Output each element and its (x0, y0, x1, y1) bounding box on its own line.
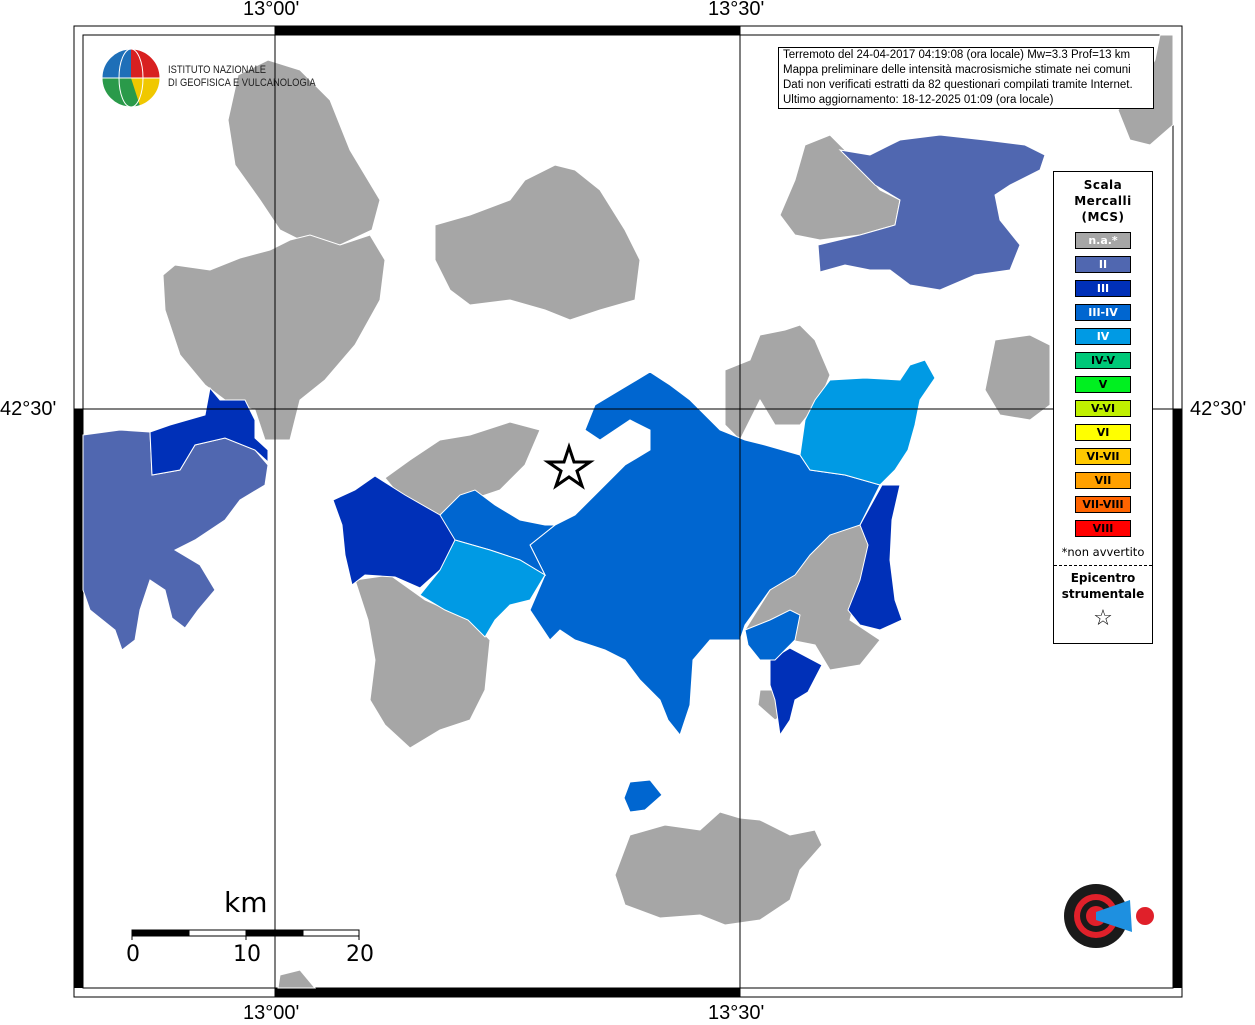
graticule-lines (74, 26, 1182, 997)
municipality-na (724, 324, 831, 441)
legend-title-3: (MCS) (1081, 210, 1125, 224)
municipality-III-IV (529, 371, 881, 737)
legend-swatch-viii: VIII (1075, 520, 1131, 537)
legend-star-icon: ☆ (1093, 606, 1113, 631)
legend-divider (1054, 565, 1152, 566)
info-description: Mappa preliminare delle intensità macros… (783, 64, 1131, 76)
scale-tick-0: 0 (126, 942, 140, 967)
municipality-na (434, 164, 641, 321)
scale-tick-10: 10 (233, 942, 261, 967)
scale-tick-20: 20 (346, 942, 374, 967)
info-event: Terremoto del 24-04-2017 04:19:08 (ora l… (783, 49, 1131, 61)
legend-epicenter: Epicentro strumentale (1054, 570, 1152, 602)
lon-label-top-1300: 13°00' (243, 0, 300, 20)
legend-swatch-na: n.a.* (1075, 232, 1131, 249)
lon-label-top-1330: 13°30' (708, 0, 765, 20)
municipality-na (162, 234, 386, 441)
municipality-III (769, 647, 823, 737)
municipality-na (354, 574, 491, 749)
municipality-III-IV (623, 779, 663, 813)
municipality-III (847, 484, 903, 631)
legend-title-2: Mercalli (1074, 194, 1132, 208)
legend-epicenter-2: strumentale (1061, 587, 1145, 601)
municipality-IV (799, 359, 936, 486)
legend-epicenter-1: Epicentro (1070, 571, 1136, 585)
legend-swatch-vivii: VI-VII (1075, 448, 1131, 465)
lon-label-bottom-1330: 13°30' (708, 1002, 765, 1024)
legend-note: *non avvertito (1061, 545, 1145, 559)
municipality-na (277, 969, 317, 989)
epicenter-star-icon (543, 442, 595, 490)
municipality-na (984, 334, 1051, 421)
legend: Scala Mercalli (MCS) n.a.* II III III-IV IV I… (1053, 171, 1153, 644)
ingv-line2: DI GEOFISICA E VULCANOLOGIA (168, 77, 316, 89)
legend-swatch-viiviii: VII-VIII (1075, 496, 1131, 513)
municipality-na (227, 59, 381, 246)
lat-label-right: 42°30' (1190, 398, 1247, 420)
municipality-III (149, 386, 269, 476)
legend-swatch-ivv: IV-V (1075, 352, 1131, 369)
legend-swatch-vii: VII (1075, 472, 1131, 489)
haisentito-logo-icon (1064, 884, 1154, 948)
legend-swatch-vvi: V-VI (1075, 400, 1131, 417)
legend-title: Scala Mercalli (MCS) (1054, 177, 1152, 225)
municipalities (82, 34, 1174, 989)
legend-swatch-ii: II (1075, 256, 1131, 273)
legend-swatch-iii: III (1075, 280, 1131, 297)
legend-swatch-iiiiv: III-IV (1075, 304, 1131, 321)
event-info-box: Terremoto del 24-04-2017 04:19:08 (ora l… (778, 47, 1154, 109)
lon-label-bottom-1300: 13°00' (243, 1002, 300, 1024)
info-last-update: Ultimo aggiornamento: 18-12-2025 01:09 (… (783, 94, 1054, 106)
scale-bar (131, 929, 360, 940)
legend-swatches: n.a.* II III III-IV IV IV-V V V-VI VI VI-VII VII VI… (1054, 232, 1152, 537)
ingv-logo-text: ISTITUTO NAZIONALE DI GEOFISICA E VULCAN… (168, 64, 316, 90)
legend-swatch-vi: VI (1075, 424, 1131, 441)
ingv-line1: ISTITUTO NAZIONALE (168, 64, 267, 76)
legend-swatch-v: V (1075, 376, 1131, 393)
graticule-bars (74, 26, 1182, 997)
legend-title-1: Scala (1083, 178, 1123, 192)
municipality-II (817, 134, 1046, 291)
ingv-logo-icon (101, 48, 161, 108)
legend-swatch-iv: IV (1075, 328, 1131, 345)
info-data-source: Dati non verificati estratti da 82 quest… (783, 79, 1133, 91)
municipality-na (614, 811, 823, 926)
lat-label-left: 42°30' (0, 398, 57, 420)
municipality-IV (419, 539, 546, 638)
municipality-III-IV (744, 609, 801, 661)
scale-unit: km (224, 886, 268, 919)
